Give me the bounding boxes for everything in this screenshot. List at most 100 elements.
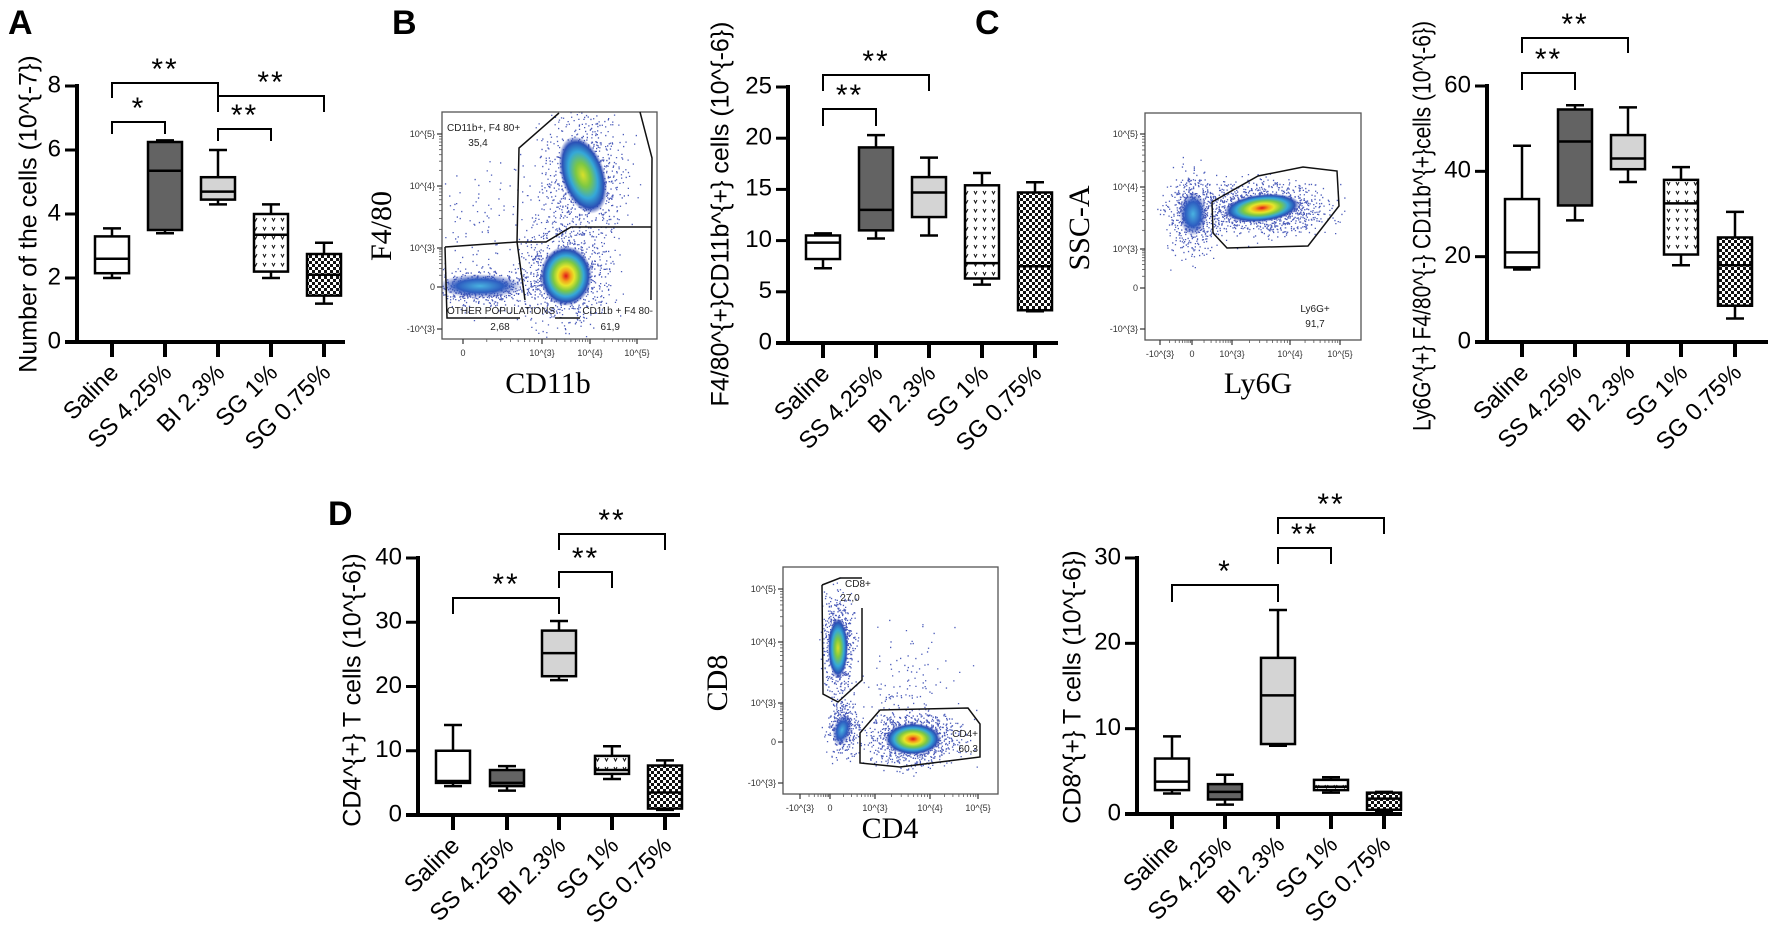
gate-name: CD8+ [845,579,871,590]
x-axis-label: Ly6G [1224,367,1292,400]
box-sg-0-75- [1365,790,1403,813]
box-sg-1- [1662,165,1700,267]
x-tick-label: 10^{5} [965,803,990,813]
y-tick-label: 0 [771,737,776,747]
box-bi-2-3- [1259,608,1297,747]
gate-percentage: 35,4 [468,138,488,149]
y-tick-label: 10 [745,226,772,253]
y-tick-label: 60 [1444,71,1471,98]
event-scatter [1157,156,1346,271]
y-tick-label: 10^{3} [751,698,776,708]
y-tick-label: 10^{4} [751,637,776,647]
y-tick-label: 0 [759,328,772,355]
y-tick-label: 0 [48,327,61,354]
box-saline [1503,144,1541,271]
y-axis-label: Number of the cells (10^{-7}) [15,55,43,372]
box-iqr [1259,656,1297,746]
box-plot-b-1: F4/80^{+}CD11b^{+} cells (10^{-6}) 0 5 10 15… [707,22,1058,457]
box-plot-a-0: Number of the cells (10^{-7}) 02468Saline… [15,53,345,456]
density-hotspot [1224,193,1300,223]
y-tick-label: 0 [430,282,435,292]
significance-bracket [558,571,613,588]
x-tick-label: 10^{3} [529,348,554,358]
box-sg-1- [252,203,290,280]
y-tick-label: 30 [375,608,402,635]
y-tick-label: 0 [1133,283,1138,293]
y-tick-label: 20 [1444,242,1471,269]
y-axis-label: SSC-A [1063,185,1096,270]
panel-label-d: D [328,495,353,533]
box-sg-1- [593,745,631,781]
y-tick-label: 4 [48,199,61,226]
box-sg-0-75- [1016,180,1054,313]
plot-frame [782,566,999,795]
box-sg-0-75- [1716,210,1754,320]
significance-label: ** [257,66,284,99]
box-iqr [93,235,131,275]
significance-bracket [217,95,325,112]
y-tick-label: 10^{5} [410,129,435,139]
event-density [442,112,642,338]
significance-label: ** [151,53,178,86]
box-iqr [199,175,237,201]
y-tick-label: 8 [48,71,61,98]
significance-label: ** [1317,488,1344,521]
box-ss-4-25- [857,133,895,240]
significance-label: * [132,92,146,125]
y-tick-label: 20 [375,672,402,699]
box-iqr [146,140,184,232]
x-tick-label: 10^{3} [1219,349,1244,359]
gate-name: Ly6G+ [1300,304,1330,315]
y-tick-label: 5 [759,277,772,304]
box-iqr [434,749,472,785]
y-tick-label: 40 [1444,157,1471,184]
y-axis-label: F4/80 [365,191,398,261]
plot-frame [441,111,658,340]
significance-bracket [111,82,219,98]
density-hotspot [558,136,608,214]
gate-outline [821,577,862,586]
x-tick-label: 10^{5} [624,348,649,358]
box-ss-4-25- [488,764,526,792]
y-tick-label: 30 [1094,543,1121,570]
box-bi-2-3- [910,156,948,237]
significance-bracket [217,128,272,141]
event-density [1157,156,1346,271]
event-density [819,577,978,777]
y-tick-label: 10 [1094,714,1121,741]
density-hotspot [1179,192,1207,236]
gate-outline [516,112,560,243]
y-axis-label: F4/80^{+}CD11b^{+} cells (10^{-6}) [707,22,735,407]
box-iqr [1556,108,1594,207]
box-ss-4-25- [1556,103,1594,222]
x-tick-label: 10^{4} [917,803,942,813]
plot-frame [1144,112,1362,341]
gate-percentage: 61,9 [601,322,621,333]
density-hotspot [885,723,941,755]
significance-label: ** [1561,8,1588,41]
box-sg-0-75- [305,241,343,305]
gate-outline [516,241,526,301]
density-hotspot [442,274,522,298]
flow-plot-b: 10^{5} 10^{4} 10^{3} 0 -10^{3} 0 10^{3} 10^{4} 1… [365,111,658,400]
significance-bracket [111,121,166,134]
density-hotspot [832,714,852,746]
box-iqr [1016,191,1054,312]
gate-name: CD11b+, F4 80+ [447,123,520,134]
y-axis-label: Ly6G^{+} F4/80^{-} CD11b^{+}cells (10^{-… [1409,21,1437,431]
x-axis-label: CD11b [505,367,591,400]
y-tick-label: 6 [48,135,61,162]
box-iqr [1503,197,1541,269]
y-tick-label: 2 [48,263,61,290]
y-tick-label: 20 [745,124,772,151]
x-axis-label: CD4 [862,812,919,845]
panel-label-b: B [392,4,417,42]
significance-bracket [1521,37,1629,53]
box-iqr [252,212,290,273]
flow-cytometry-plots: 10^{5}10^{4}10^{3}0-10^{3}0 10^{3} 10^{4} 1… [365,111,1362,845]
box-iqr [1609,133,1647,171]
y-axis-label: CD8^{+} T cells (10^{-6}) [1059,550,1087,823]
y-tick-label: 40 [375,543,402,570]
significance-label: ** [572,542,599,575]
